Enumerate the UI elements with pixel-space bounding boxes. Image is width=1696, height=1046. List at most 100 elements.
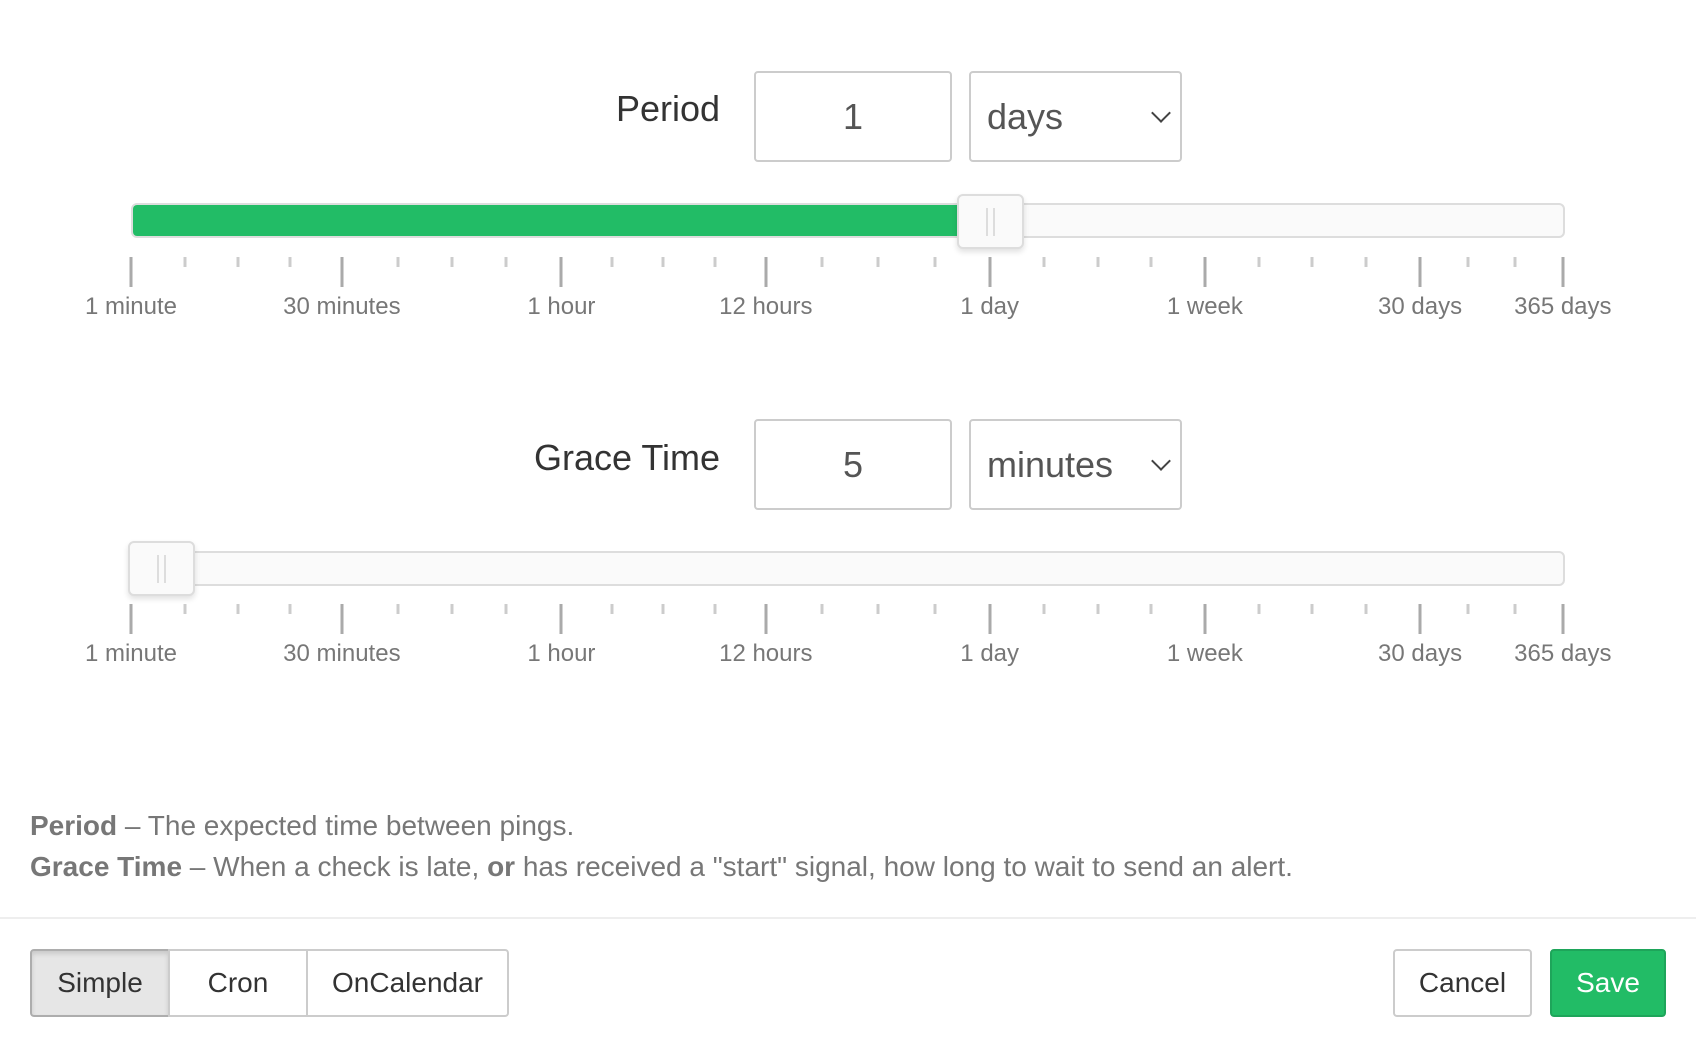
minor-tick bbox=[1042, 604, 1046, 614]
minor-tick bbox=[236, 257, 240, 267]
tick-label: 30 days bbox=[1378, 293, 1463, 320]
period-help-text: – The expected time between pings. bbox=[117, 810, 575, 841]
minor-tick bbox=[183, 257, 187, 267]
tick-label: 30 days bbox=[1378, 640, 1463, 667]
grace-term: Grace Time bbox=[30, 851, 183, 882]
period-label: Period bbox=[615, 88, 720, 129]
major-tick bbox=[988, 604, 992, 634]
tick-label: 30 minutes bbox=[283, 293, 401, 320]
minor-tick bbox=[1466, 604, 1470, 614]
grace-slider-scale: 1 minute 30 minutes 1 hour 12 hours 1 day 1 w… bbox=[85, 604, 1612, 684]
grace-slider-track[interactable] bbox=[131, 551, 1565, 586]
period-term: Period bbox=[30, 810, 118, 841]
tick-label: 1 hour bbox=[527, 293, 596, 320]
minor-tick bbox=[661, 604, 665, 614]
major-tick bbox=[559, 604, 563, 634]
grace-unit-value: minutes bbox=[987, 443, 1114, 485]
major-tick bbox=[764, 257, 768, 287]
tick-label: 12 hours bbox=[719, 293, 813, 320]
minor-tick bbox=[610, 257, 614, 267]
minor-tick bbox=[1096, 257, 1100, 267]
save-button[interactable]: Save bbox=[1550, 949, 1666, 1017]
minor-tick bbox=[1042, 257, 1046, 267]
major-tick bbox=[340, 257, 344, 287]
minor-tick bbox=[1096, 604, 1100, 614]
minor-tick bbox=[288, 604, 292, 614]
major-tick bbox=[1203, 257, 1207, 287]
minor-tick bbox=[610, 604, 614, 614]
minor-tick bbox=[1364, 604, 1368, 614]
cancel-button[interactable]: Cancel bbox=[1393, 949, 1532, 1017]
grace-help-or: or bbox=[487, 851, 516, 882]
tick-label: 1 minute bbox=[84, 640, 178, 667]
tick-label: 30 minutes bbox=[283, 640, 401, 667]
tick-label: 1 hour bbox=[527, 640, 596, 667]
major-tick bbox=[988, 257, 992, 287]
tick-label: 1 day bbox=[960, 640, 1020, 667]
tick-label: 365 days bbox=[1514, 640, 1612, 667]
period-unit-value: days bbox=[987, 95, 1064, 137]
period-slider-scale: 1 minute 30 minutes 1 hour 12 hours 1 day 1 w… bbox=[85, 257, 1612, 337]
tick-label: 1 week bbox=[1166, 293, 1243, 320]
minor-tick bbox=[1257, 604, 1261, 614]
minor-tick bbox=[504, 257, 508, 267]
minor-tick bbox=[1310, 604, 1314, 614]
tick-label: 1 week bbox=[1166, 640, 1243, 667]
minor-tick bbox=[236, 604, 240, 614]
period-slider-handle[interactable] bbox=[956, 194, 1024, 249]
footer-divider bbox=[0, 917, 1696, 919]
chevron-down-icon bbox=[1151, 450, 1171, 471]
major-tick bbox=[559, 257, 563, 287]
grace-help-text-2: has received a "start" signal, how long … bbox=[515, 851, 1293, 882]
period-value-input[interactable]: 1 bbox=[754, 71, 952, 162]
minor-tick bbox=[504, 604, 508, 614]
mode-cron-button[interactable]: Cron bbox=[168, 949, 308, 1017]
major-tick bbox=[1418, 604, 1422, 634]
minor-tick bbox=[820, 257, 824, 267]
grace-unit-select[interactable]: minutes bbox=[969, 419, 1182, 510]
grace-slider-handle[interactable] bbox=[128, 541, 195, 596]
minor-tick bbox=[450, 604, 454, 614]
minor-tick bbox=[1149, 604, 1153, 614]
minor-tick bbox=[876, 257, 880, 267]
minor-tick bbox=[1513, 604, 1517, 614]
mode-simple-button[interactable]: Simple bbox=[30, 949, 170, 1017]
minor-tick bbox=[933, 257, 937, 267]
major-tick bbox=[1561, 257, 1565, 287]
major-tick bbox=[129, 604, 133, 634]
period-help: Period – The expected time between pings… bbox=[30, 810, 574, 842]
major-tick bbox=[1203, 604, 1207, 634]
minor-tick bbox=[713, 604, 717, 614]
minor-tick bbox=[1149, 257, 1153, 267]
grace-value-input[interactable]: 5 bbox=[754, 419, 952, 510]
major-tick bbox=[1561, 604, 1565, 634]
period-unit-select[interactable]: days bbox=[969, 71, 1182, 162]
minor-tick bbox=[820, 604, 824, 614]
major-tick bbox=[764, 604, 768, 634]
minor-tick bbox=[1364, 257, 1368, 267]
tick-label: 1 day bbox=[960, 293, 1020, 320]
chevron-down-icon bbox=[1151, 102, 1171, 123]
minor-tick bbox=[1257, 257, 1261, 267]
minor-tick bbox=[1466, 257, 1470, 267]
minor-tick bbox=[1513, 257, 1517, 267]
minor-tick bbox=[396, 257, 400, 267]
tick-label: 12 hours bbox=[719, 640, 813, 667]
period-slider-track[interactable] bbox=[131, 203, 1565, 238]
grace-help-text: – When a check is late, bbox=[182, 851, 488, 882]
grace-help: Grace Time – When a check is late, or ha… bbox=[30, 851, 1293, 883]
major-tick bbox=[1418, 257, 1422, 287]
minor-tick bbox=[933, 604, 937, 614]
tick-label: 365 days bbox=[1514, 293, 1612, 320]
major-tick bbox=[340, 604, 344, 634]
minor-tick bbox=[183, 604, 187, 614]
minor-tick bbox=[396, 604, 400, 614]
minor-tick bbox=[661, 257, 665, 267]
mode-oncalendar-button[interactable]: OnCalendar bbox=[306, 949, 509, 1017]
minor-tick bbox=[288, 257, 292, 267]
tick-label: 1 minute bbox=[84, 293, 178, 320]
minor-tick bbox=[876, 604, 880, 614]
minor-tick bbox=[713, 257, 717, 267]
minor-tick bbox=[450, 257, 454, 267]
period-slider-fill bbox=[133, 205, 992, 236]
